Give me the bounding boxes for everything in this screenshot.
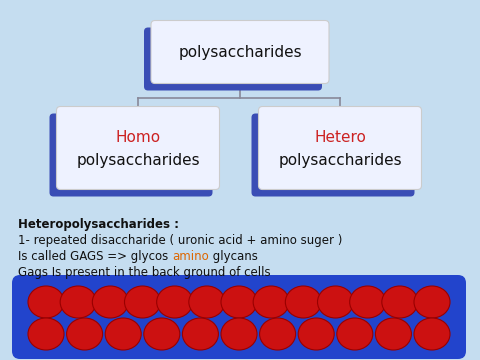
Ellipse shape: [414, 318, 450, 350]
Ellipse shape: [349, 286, 385, 318]
Ellipse shape: [285, 286, 321, 318]
Ellipse shape: [67, 318, 103, 350]
FancyBboxPatch shape: [12, 275, 466, 359]
Ellipse shape: [221, 318, 257, 350]
FancyBboxPatch shape: [57, 107, 219, 189]
Text: 1- repeated disaccharide ( uronic acid + amino suger ): 1- repeated disaccharide ( uronic acid +…: [18, 234, 342, 247]
Ellipse shape: [189, 286, 225, 318]
Ellipse shape: [28, 318, 64, 350]
FancyBboxPatch shape: [252, 113, 415, 197]
Text: glycans: glycans: [209, 250, 258, 263]
FancyBboxPatch shape: [144, 27, 322, 90]
Text: polysaccharides: polysaccharides: [178, 45, 302, 59]
Ellipse shape: [105, 318, 141, 350]
Ellipse shape: [144, 318, 180, 350]
Text: polysaccharides: polysaccharides: [76, 153, 200, 167]
Text: Gags Is present in the back ground of cells: Gags Is present in the back ground of ce…: [18, 266, 271, 279]
Text: Heteropolysaccharides :: Heteropolysaccharides :: [18, 218, 179, 231]
Ellipse shape: [337, 318, 373, 350]
Ellipse shape: [260, 318, 296, 350]
Ellipse shape: [414, 286, 450, 318]
FancyBboxPatch shape: [151, 21, 329, 84]
Ellipse shape: [221, 286, 257, 318]
Text: polysaccharides: polysaccharides: [278, 153, 402, 167]
Text: Is called GAGS => glycos: Is called GAGS => glycos: [18, 250, 172, 263]
Ellipse shape: [298, 318, 334, 350]
Ellipse shape: [375, 318, 411, 350]
Ellipse shape: [253, 286, 289, 318]
Ellipse shape: [124, 286, 160, 318]
Ellipse shape: [382, 286, 418, 318]
Text: amino: amino: [172, 250, 209, 263]
Text: Homo: Homo: [115, 130, 161, 145]
FancyBboxPatch shape: [259, 107, 421, 189]
Ellipse shape: [182, 318, 218, 350]
Ellipse shape: [28, 286, 64, 318]
Ellipse shape: [60, 286, 96, 318]
Ellipse shape: [317, 286, 353, 318]
Ellipse shape: [156, 286, 192, 318]
Text: Hetero: Hetero: [314, 130, 366, 145]
FancyBboxPatch shape: [49, 113, 213, 197]
Ellipse shape: [92, 286, 128, 318]
